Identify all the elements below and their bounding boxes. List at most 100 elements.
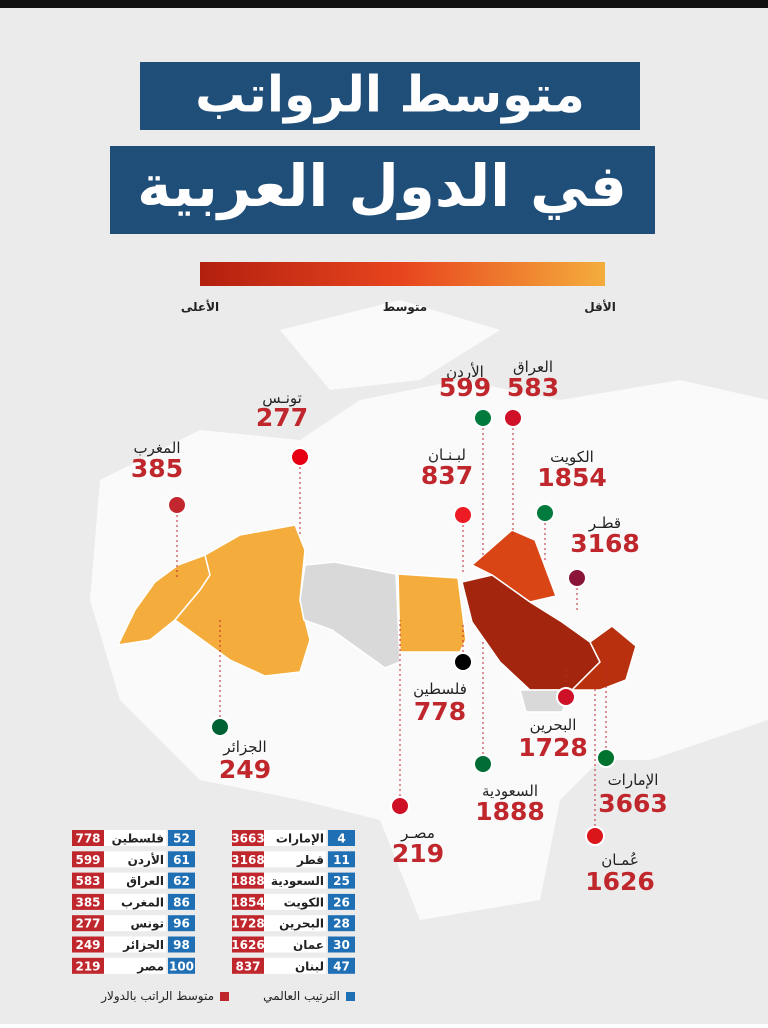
table-rank: 11	[333, 853, 350, 867]
salary: 219	[392, 839, 444, 868]
flag	[473, 754, 493, 774]
salary-box	[72, 957, 104, 974]
table-rank: 28	[333, 917, 350, 931]
flag	[473, 408, 493, 428]
rank-box	[328, 936, 355, 953]
country-name: المغرب	[133, 439, 180, 457]
salary: 3168	[570, 529, 640, 558]
table-name: العراق	[126, 874, 164, 888]
salary-box	[232, 893, 264, 910]
table-name: الإمارات	[276, 832, 324, 846]
scale-label: الأعلى	[181, 299, 219, 314]
table-salary: 219	[75, 959, 100, 973]
gulf	[570, 625, 637, 691]
flag	[390, 796, 410, 816]
scale-label: الأقل	[584, 299, 616, 314]
table-rank: 4	[337, 832, 345, 846]
name-box	[104, 872, 166, 889]
table-name: السعودية	[271, 874, 324, 889]
salary-box	[72, 893, 104, 910]
table-name: البحرين	[279, 917, 324, 931]
table-name: فلسطين	[112, 832, 164, 846]
country-name: الجزائر	[222, 738, 266, 756]
salary-box	[72, 830, 104, 846]
name-box	[264, 872, 326, 889]
country-name: تونـس	[262, 389, 302, 407]
rank-box	[168, 872, 195, 889]
table-salary: 3663	[231, 832, 264, 846]
salary-box	[72, 872, 104, 889]
salary: 385	[131, 454, 183, 483]
salary: 837	[421, 461, 473, 490]
table-rank: 30	[333, 938, 350, 952]
table-rank: 52	[173, 832, 190, 846]
table-salary: 583	[75, 874, 100, 888]
algeria	[173, 524, 311, 677]
flag	[210, 717, 230, 737]
name-box	[264, 851, 326, 868]
name-box	[104, 830, 166, 846]
rank-box	[328, 872, 355, 889]
salary-box	[72, 915, 104, 932]
flag	[535, 503, 555, 523]
salary-box	[232, 872, 264, 889]
name-box	[264, 915, 326, 932]
table-rank: 47	[333, 959, 350, 973]
rank-box	[328, 915, 355, 932]
flag	[167, 495, 187, 515]
top-border	[0, 0, 768, 8]
salary-box	[72, 851, 104, 868]
flag	[556, 687, 576, 707]
table-rank: 61	[173, 853, 190, 867]
salary: 778	[414, 697, 466, 726]
title-box	[140, 62, 640, 130]
name-box	[104, 915, 166, 932]
legend-swatch	[346, 992, 355, 1001]
table-name: المغرب	[121, 895, 164, 909]
name-box	[264, 893, 326, 910]
name-box	[104, 957, 166, 974]
table-salary: 599	[75, 853, 100, 867]
country-name: السعودية	[482, 782, 538, 800]
rank-box	[328, 851, 355, 868]
flag	[585, 826, 605, 846]
name-box	[104, 851, 166, 868]
table-salary: 3168	[231, 853, 264, 867]
rank-box	[168, 893, 195, 910]
country-name: قطـر	[588, 514, 621, 532]
table-rank: 86	[173, 895, 190, 909]
legend-label: الترتيب العالمي	[263, 989, 340, 1004]
rank-box	[328, 893, 355, 910]
table-rank: 98	[173, 938, 190, 952]
table-name: الجزائر	[122, 938, 164, 952]
table-rank: 26	[333, 895, 350, 909]
salary-box	[72, 936, 104, 953]
rank-box	[168, 830, 195, 846]
country-name: لبـنـان	[428, 446, 466, 464]
libya	[299, 561, 401, 669]
table-salary: 1626	[231, 938, 264, 952]
salary-box	[232, 830, 264, 846]
country-name: فلسطين	[413, 680, 467, 698]
table-name: قطر	[296, 853, 324, 867]
country-name: الأردن	[446, 362, 484, 381]
country-name: عُمـان	[601, 851, 639, 869]
name-box	[104, 936, 166, 953]
salary: 583	[507, 373, 559, 402]
rank-box	[168, 957, 195, 974]
color-scale	[200, 262, 605, 286]
table-rank: 100	[169, 959, 194, 973]
country-name: الإمارات	[608, 771, 659, 789]
table-salary: 1854	[231, 895, 264, 909]
salary: 1626	[585, 867, 655, 896]
salary: 3663	[598, 789, 668, 818]
legend-swatch	[220, 992, 229, 1001]
salary-box	[232, 957, 264, 974]
table-rank: 96	[173, 917, 190, 931]
salary: 1854	[537, 463, 607, 492]
table-name: الكويت	[284, 895, 324, 910]
salary: 599	[439, 373, 491, 402]
country-name: العراق	[513, 358, 553, 376]
flag	[596, 748, 616, 768]
